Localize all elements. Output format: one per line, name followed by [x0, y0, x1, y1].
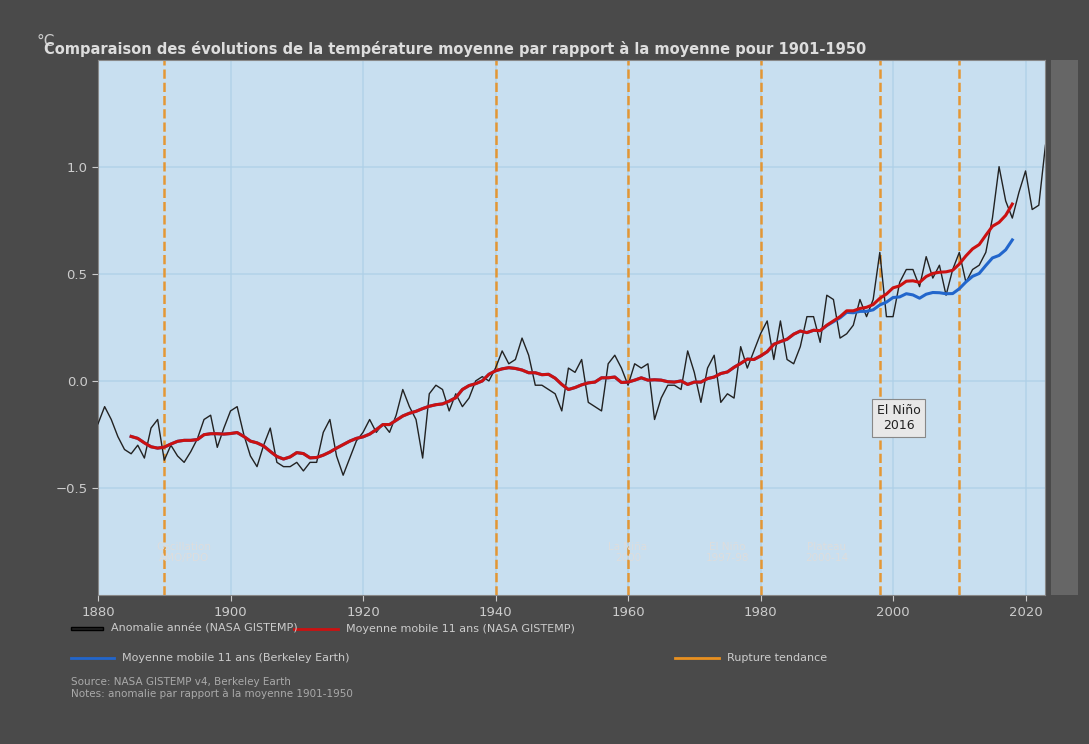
Text: Moyenne mobile 11 ans (NASA GISTEMP): Moyenne mobile 11 ans (NASA GISTEMP): [346, 623, 575, 634]
Text: Plateau
2000-14: Plateau 2000-14: [805, 542, 848, 563]
Text: El Niño
2016: El Niño 2016: [877, 405, 920, 432]
Text: °C: °C: [36, 33, 54, 49]
Text: Moyenne mobile 11 ans (Berkeley Earth): Moyenne mobile 11 ans (Berkeley Earth): [122, 653, 350, 664]
Text: Rupture tendance: Rupture tendance: [727, 653, 828, 664]
Text: La Niña
2000: La Niña 2000: [609, 542, 648, 563]
Text: Anomalie année (NASA GISTEMP): Anomalie année (NASA GISTEMP): [111, 623, 297, 634]
Text: El Niño
1997-98: El Niño 1997-98: [706, 542, 749, 563]
Text: Source: NASA GISTEMP v4, Berkeley Earth
Notes: anomalie par rapport à la moyenne: Source: NASA GISTEMP v4, Berkeley Earth …: [71, 677, 353, 699]
Text: Comparaison des évolutions de la température moyenne par rapport à la moyenne po: Comparaison des évolutions de la tempéra…: [44, 41, 866, 57]
Text: Oscillation
AMO/PDO: Oscillation AMO/PDO: [157, 542, 211, 563]
